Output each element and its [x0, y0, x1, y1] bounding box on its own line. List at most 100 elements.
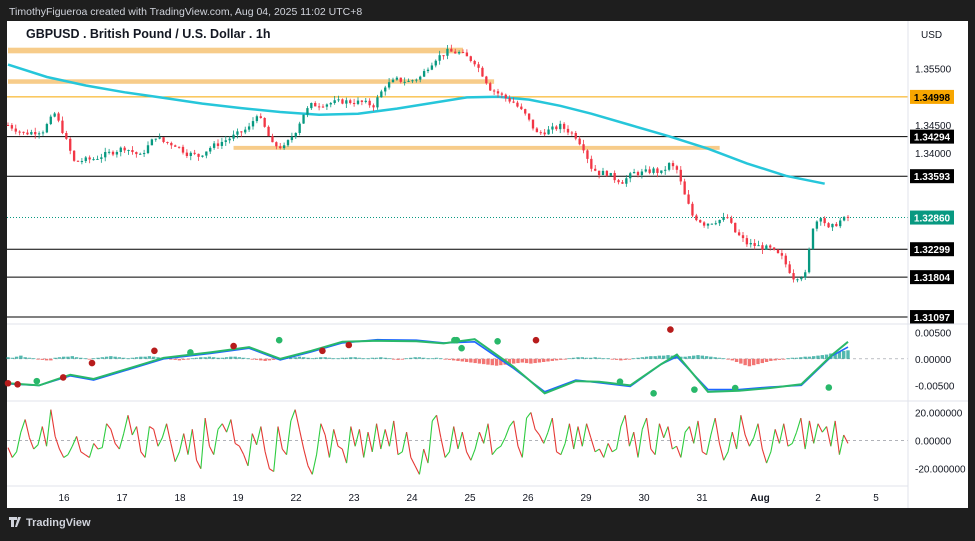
candle-body [547, 129, 550, 135]
macd-histogram-bar [460, 358, 464, 362]
candle [819, 217, 822, 226]
candle [49, 114, 52, 126]
macd-histogram-bar [597, 357, 602, 359]
candle-body [543, 132, 546, 135]
macd-histogram-bar [846, 350, 850, 359]
osc-segment [397, 451, 403, 456]
macd-histogram-bar [614, 358, 619, 360]
candle-body [329, 103, 332, 105]
macd-histogram-bar [289, 357, 293, 359]
candle-body [839, 220, 842, 227]
candle-body [302, 114, 305, 124]
candle-body [310, 102, 313, 109]
osc-segment [354, 429, 360, 447]
osc-segment [667, 426, 673, 450]
candle [263, 117, 266, 128]
candle-body [26, 132, 29, 135]
candle [111, 150, 115, 157]
candle [197, 153, 200, 161]
candle-body [380, 91, 383, 98]
macd-histogram-bar [319, 357, 323, 359]
macd-histogram-bar [812, 356, 816, 359]
macd-histogram-bar [769, 358, 773, 361]
candle [772, 247, 776, 251]
macd-histogram-bar [310, 358, 314, 360]
candle [815, 220, 819, 232]
macd-histogram-bar [229, 356, 233, 359]
time-axis-label: 17 [116, 493, 128, 504]
candle-body [473, 60, 476, 65]
macd-histogram-bar [679, 356, 683, 359]
osc-segment [76, 436, 82, 452]
macd-histogram-bar [87, 358, 92, 360]
candle [683, 178, 686, 195]
candle-body [61, 120, 64, 134]
candle [551, 122, 554, 134]
macd-histogram-bar [139, 356, 143, 359]
macd-histogram-bar [104, 356, 109, 359]
osc-segment [28, 437, 35, 450]
time-axis-label: 23 [348, 493, 360, 504]
time-axis[interactable]: 16 17 18 19 22 23 24 25 26 29 30 31 Aug 2 5 [58, 493, 879, 504]
macd-histogram-bar [422, 357, 426, 359]
osc-segment [114, 443, 120, 450]
osc-segment [740, 415, 746, 436]
price-axis[interactable]: 1.34998 1.34294 1.33593 1.32860 1.32299 1.318… [910, 65, 954, 325]
osc-segment [174, 451, 180, 462]
osc-segment [564, 423, 570, 444]
osc-segment [131, 426, 138, 436]
candle-body [660, 170, 663, 173]
candle [255, 114, 259, 124]
osc-segment [431, 414, 438, 422]
osc-segment [680, 432, 686, 458]
candle [271, 133, 274, 143]
candle [37, 131, 41, 139]
osc-segment [598, 448, 605, 458]
candle-body [34, 131, 37, 135]
candle-body [142, 153, 146, 155]
candle [290, 132, 294, 143]
time-axis-label: 5 [873, 493, 879, 504]
osc-segment [80, 451, 86, 456]
candle-body [197, 153, 200, 157]
candle-body [842, 216, 846, 221]
osc-segment [766, 451, 772, 464]
candle-body [189, 152, 192, 156]
tradingview-logo[interactable]: TradingView [9, 517, 91, 529]
macd-histogram-bar [323, 357, 327, 359]
candle [632, 168, 636, 174]
macd-histogram-bar [32, 358, 36, 360]
candle [562, 122, 566, 133]
osc-segment [208, 445, 215, 455]
candle-body [372, 105, 375, 108]
macd-histogram-bar [36, 358, 40, 360]
osc-segment [821, 426, 828, 433]
macd-histogram-bar [533, 358, 537, 364]
macd-histogram-bar [246, 358, 250, 360]
macd-histogram-bar [692, 355, 696, 359]
osc-segment [71, 436, 78, 447]
candle [275, 141, 278, 150]
macd-histogram-bar [816, 355, 820, 359]
candle-body [481, 67, 484, 77]
macd-histogram-bar [216, 357, 220, 359]
macd-histogram-bar [430, 358, 434, 360]
macd-histogram-bar [790, 357, 794, 359]
candle [14, 124, 17, 135]
candle-body [282, 145, 286, 149]
macd-cross-marker [275, 336, 283, 344]
candle-body [422, 71, 426, 77]
candle-body [333, 100, 336, 104]
candle-body [57, 113, 60, 121]
candle-body [349, 100, 352, 104]
osc-segment [706, 434, 712, 455]
candle-body [648, 169, 651, 173]
candle [84, 155, 87, 164]
candle [236, 128, 239, 139]
candle [741, 231, 745, 243]
osc-segment [586, 423, 592, 438]
candle-body [559, 123, 562, 130]
macd-histogram-bar [623, 358, 627, 360]
candle-body [726, 217, 729, 219]
macd-histogram-bar [537, 358, 542, 363]
